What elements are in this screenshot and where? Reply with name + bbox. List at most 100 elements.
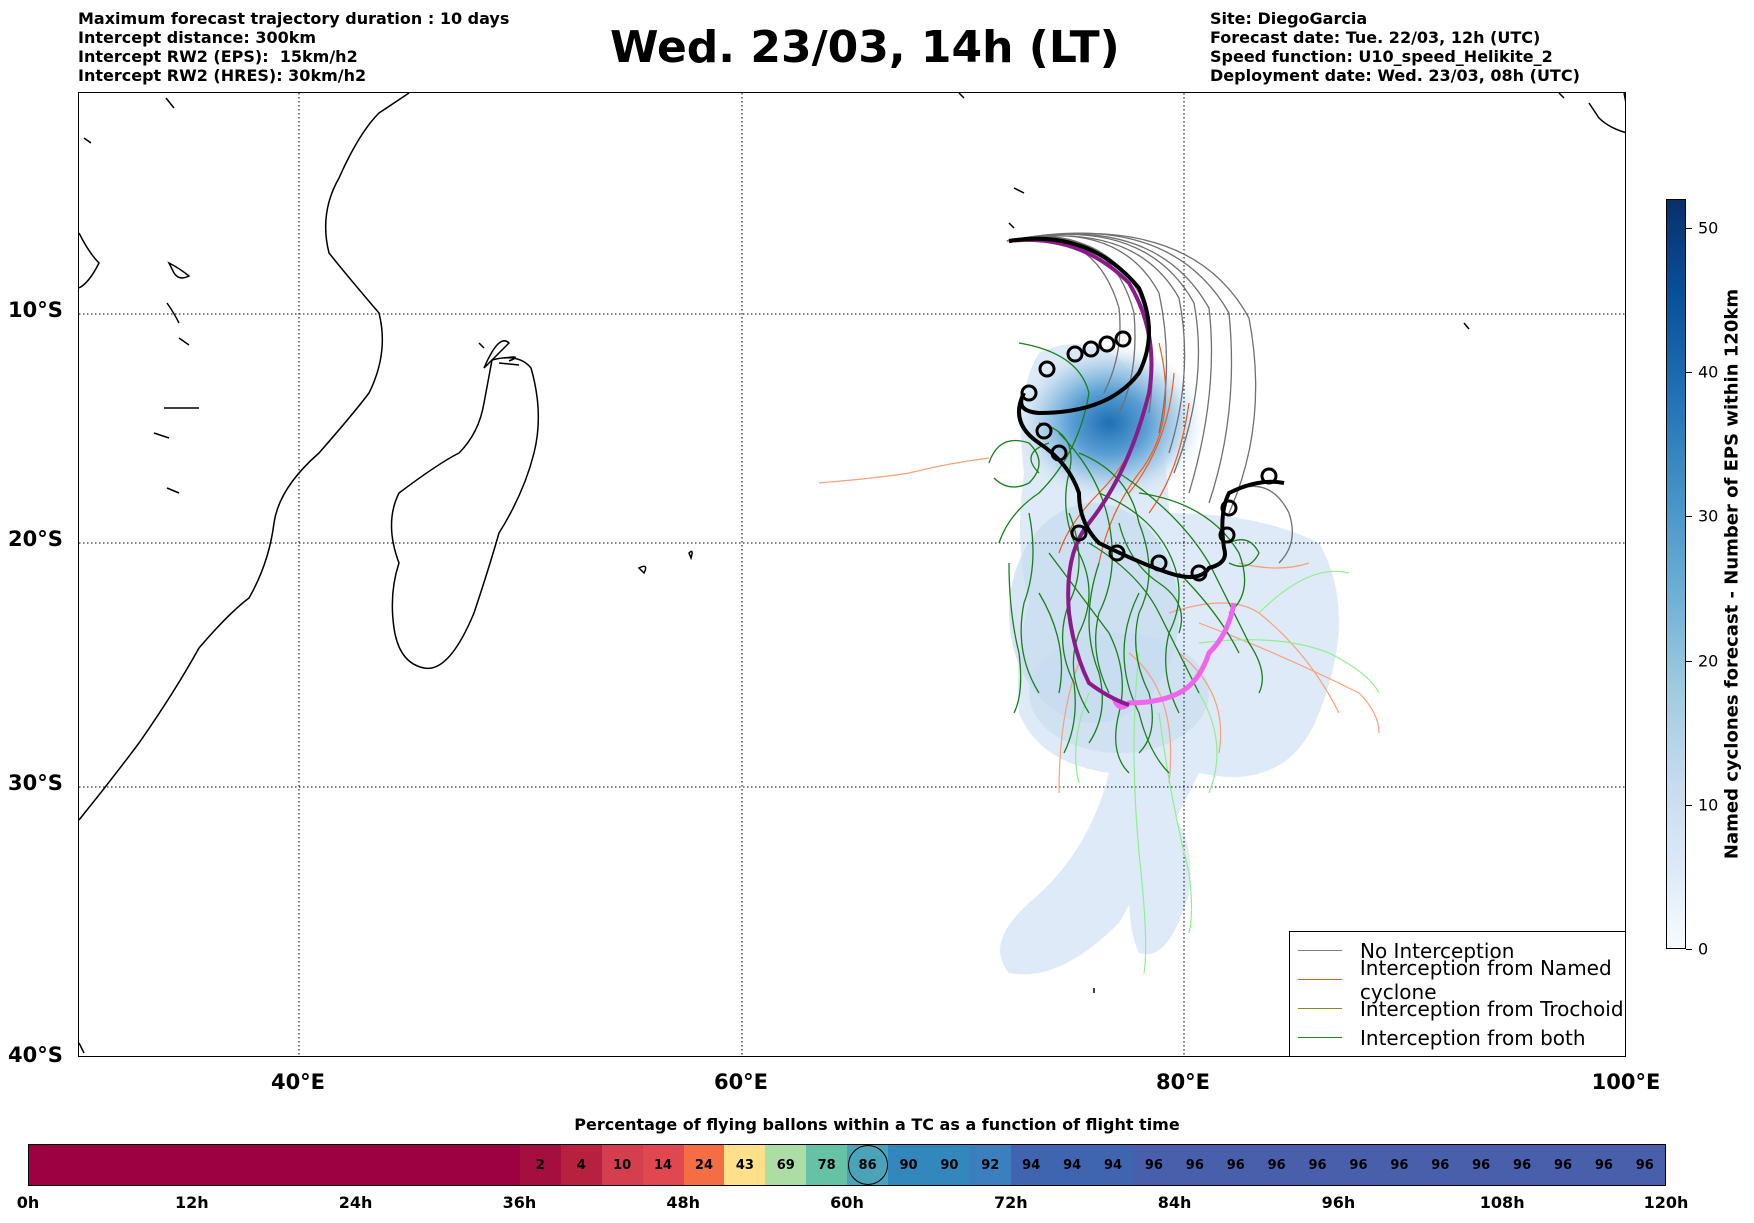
analysis-track xyxy=(1008,236,1285,579)
legend-item: Interception from Named cyclone xyxy=(1298,956,1625,1004)
lon-label-60e: 60°E xyxy=(713,1070,769,1094)
flight-bar-segment: 96 xyxy=(1338,1145,1379,1185)
colorbar-tick-mark xyxy=(1686,660,1692,662)
hour-label: 48h xyxy=(666,1193,701,1212)
flight-bar-segment xyxy=(478,1145,520,1185)
legend-item: Interception from Trochoid xyxy=(1298,994,1625,1023)
legend-label: Interception from Trochoid xyxy=(1360,996,1624,1021)
flight-bar-segment: 86 xyxy=(847,1145,889,1185)
pink-track xyxy=(1111,602,1237,710)
hour-label: 24h xyxy=(338,1193,373,1212)
flight-bar-segment: 96 xyxy=(1297,1145,1338,1185)
legend-label: HRES xyxy=(1360,1055,1414,1057)
legend-label: No Interception xyxy=(1360,938,1515,963)
speed-function-text: Speed function: U10_speed_Helikite_2 xyxy=(1210,47,1553,66)
flight-bar-segment: 94 xyxy=(1092,1145,1134,1185)
colorbar-tick-mark xyxy=(1686,227,1692,229)
header-right-info: Site: DiegoGarcia Forecast date: Tue. 22… xyxy=(1210,9,1580,85)
map-canvas xyxy=(79,93,1625,1056)
flight-bar-segment: 78 xyxy=(806,1145,848,1185)
hour-label: 96h xyxy=(1321,1193,1356,1212)
colorbar-tick-mark xyxy=(1686,516,1692,518)
flight-bar-segment: 96 xyxy=(1542,1145,1584,1185)
flight-bar-segment xyxy=(274,1145,316,1185)
legend-item: Interception from both xyxy=(1298,1023,1625,1052)
intercept-distance-text: Intercept distance: 300km xyxy=(78,28,317,47)
flight-bar-segment: 4 xyxy=(560,1145,602,1185)
flight-bar-segment: 90 xyxy=(888,1145,929,1185)
colorbar-tick-label: 0 xyxy=(1698,939,1709,959)
lon-label-40e: 40°E xyxy=(270,1070,326,1094)
colorbar-label: Named cyclones forecast - Number of EPS … xyxy=(1721,288,1743,860)
deployment-date-text: Deployment date: Wed. 23/03, 08h (UTC) xyxy=(1210,66,1580,85)
forecast-date-text: Forecast date: Tue. 22/03, 12h (UTC) xyxy=(1210,28,1541,47)
legend-swatch xyxy=(1298,941,1346,961)
legend-swatch xyxy=(1298,970,1346,990)
flight-bar-segment: 2 xyxy=(519,1145,561,1185)
flight-bar-segment: 43 xyxy=(724,1145,766,1185)
flight-bar-segment: 96 xyxy=(1583,1145,1625,1185)
flight-bar-segment xyxy=(315,1145,357,1185)
flight-bar-segment: 96 xyxy=(1624,1145,1666,1185)
flight-bar-segment: 24 xyxy=(683,1145,725,1185)
legend-swatch xyxy=(1298,999,1346,1019)
flight-bar-segment xyxy=(397,1145,439,1185)
flight-bar-segment xyxy=(438,1145,479,1185)
flight-bar-segment xyxy=(29,1145,70,1185)
flight-bar-title: Percentage of flying ballons within a TC… xyxy=(574,1115,1180,1134)
colorbar-tick-label: 20 xyxy=(1698,651,1719,671)
flight-bar-segment: 10 xyxy=(601,1145,643,1185)
main-title: Wed. 23/03, 14h (LT) xyxy=(610,22,1120,73)
flight-bar-segment: 96 xyxy=(1501,1145,1543,1185)
legend-label: Interception from both xyxy=(1360,1025,1586,1050)
lon-label-100e: 100°E xyxy=(1591,1070,1661,1094)
flight-bar-segment xyxy=(192,1145,234,1185)
flight-bar-segment xyxy=(69,1145,111,1185)
legend-swatch xyxy=(1298,1057,1346,1058)
no-interception-tracks xyxy=(1006,232,1293,564)
legend-label: Interception from Named cyclone xyxy=(1359,955,1612,1004)
flight-bar-segment: 94 xyxy=(1051,1145,1093,1185)
hour-label: 60h xyxy=(830,1193,864,1212)
intercept-eps-text: Intercept RW2 (EPS): 15km/h2 xyxy=(78,47,358,66)
colorbar-tick-label: 10 xyxy=(1698,795,1719,815)
hour-label: 12h xyxy=(174,1193,209,1212)
flight-bar-segment: 96 xyxy=(1460,1145,1502,1185)
flight-bar-segment: 96 xyxy=(1215,1145,1257,1185)
colorbar-tick-label: 40 xyxy=(1698,362,1719,382)
site-text: Site: DiegoGarcia xyxy=(1210,9,1368,28)
flight-bar-segment xyxy=(151,1145,193,1185)
legend-item: No Interception xyxy=(1298,936,1625,965)
colorbar-tick-mark xyxy=(1686,949,1692,950)
map-panel: No Interception Interception from Named c… xyxy=(78,92,1626,1057)
flight-bar-segment: 96 xyxy=(1133,1145,1175,1185)
hres-track xyxy=(1008,237,1154,707)
intercept-hres-text: Intercept RW2 (HRES): 30km/h2 xyxy=(78,66,367,85)
flight-bar-segment xyxy=(233,1145,275,1185)
colorbar-tick-mark xyxy=(1686,372,1692,374)
hour-label: 0h xyxy=(16,1193,40,1212)
flight-bar-segment: 96 xyxy=(1256,1145,1298,1185)
legend-swatch xyxy=(1298,1028,1346,1048)
tc-observation-marks xyxy=(1020,330,1278,582)
density-field xyxy=(1000,343,1339,975)
both-interception-tracks xyxy=(988,342,1263,774)
max-duration-text: Maximum forecast trajectory duration : 1… xyxy=(78,9,510,28)
flight-bar-segment: 94 xyxy=(1010,1145,1052,1185)
flight-bar-segment xyxy=(356,1145,398,1185)
colorbar-tick-mark xyxy=(1686,804,1692,806)
hour-label: 36h xyxy=(502,1193,537,1212)
colorbar-tick-label: 30 xyxy=(1698,506,1719,526)
lat-label-20s: 20°S xyxy=(8,527,63,551)
flight-bar-segment: 96 xyxy=(1174,1145,1216,1185)
density-colorbar xyxy=(1666,199,1686,949)
legend-item: HRES xyxy=(1298,1052,1625,1058)
flight-bar-segment xyxy=(110,1145,152,1185)
salmon-tracks xyxy=(818,457,1380,794)
gridlines xyxy=(79,93,1625,1056)
flight-bar-segment: 96 xyxy=(1419,1145,1461,1185)
hour-label: 120h xyxy=(1643,1193,1689,1212)
flight-bar-segment: 14 xyxy=(642,1145,684,1185)
lat-label-10s: 10°S xyxy=(8,298,63,322)
flight-bar-segment: 90 xyxy=(928,1145,970,1185)
